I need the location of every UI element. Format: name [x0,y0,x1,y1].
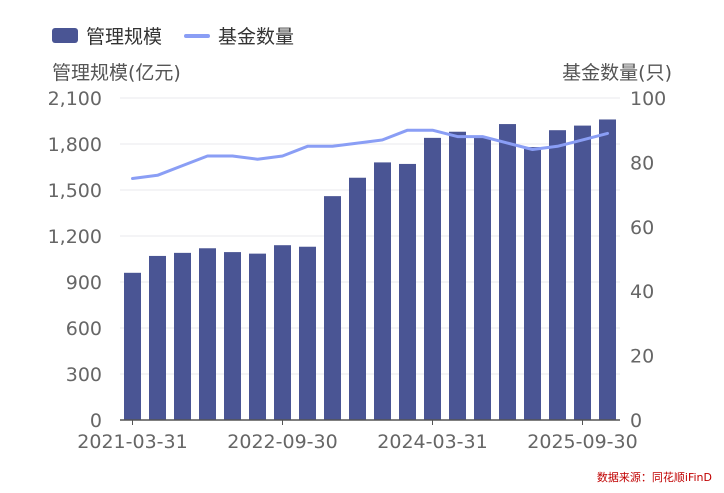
x-tick-label: 2025-09-30 [527,431,637,453]
y-tick-label-right: 40 [630,281,654,303]
bar [174,252,191,420]
bar [274,245,291,420]
y-tick-label-right: 60 [630,217,654,239]
bar [574,125,591,420]
bar [349,177,366,420]
legend-bar-swatch [52,28,78,43]
bar [549,130,566,420]
bar [299,246,316,420]
y-tick-label-left: 1,200 [48,226,102,248]
bar [524,147,541,421]
y-tick-label-left: 0 [90,410,102,432]
y-tick-label-left: 300 [66,364,102,386]
y-tick-label-left: 2,100 [48,88,102,110]
y-tick-label-right: 0 [630,410,642,432]
legend-item-fund-count[interactable]: 基金数量 [184,22,294,49]
source-note: 数据来源：同花顺iFinD [596,471,712,484]
bar [474,137,491,420]
legend-line-swatch [184,33,211,38]
bar [424,137,441,420]
y-tick-label-left: 600 [66,318,102,340]
bar [324,196,341,420]
bar [224,252,241,420]
bar [499,124,516,421]
right-axis-title: 基金数量(只) [562,62,672,84]
bar [399,163,416,420]
bar [449,131,466,420]
x-tick-label: 2021-03-31 [77,431,187,453]
left-axis-title: 管理规模(亿元) [52,62,181,84]
y-tick-label-right: 20 [630,346,654,368]
bar [124,272,141,420]
bar [374,162,391,420]
bar [249,253,266,420]
bar [199,248,216,420]
fund-count-line [131,128,609,180]
legend-item-scale[interactable]: 管理规模 [52,22,162,49]
y-tick-label-right: 100 [630,88,666,110]
legend-label-fund-count: 基金数量 [218,26,295,48]
x-tick-label: 2024-03-31 [377,431,487,453]
legend-label-scale: 管理规模 [86,26,163,48]
y-tick-label-left: 900 [66,272,102,294]
bar [599,119,616,420]
y-tick-label-right: 80 [630,152,654,174]
x-tick-label: 2022-09-30 [227,431,337,453]
y-tick-label-left: 1,500 [48,180,102,202]
chart-legend: 管理规模 基金数量 [52,22,316,49]
bar [149,255,166,420]
y-tick-label-left: 1,800 [48,134,102,156]
